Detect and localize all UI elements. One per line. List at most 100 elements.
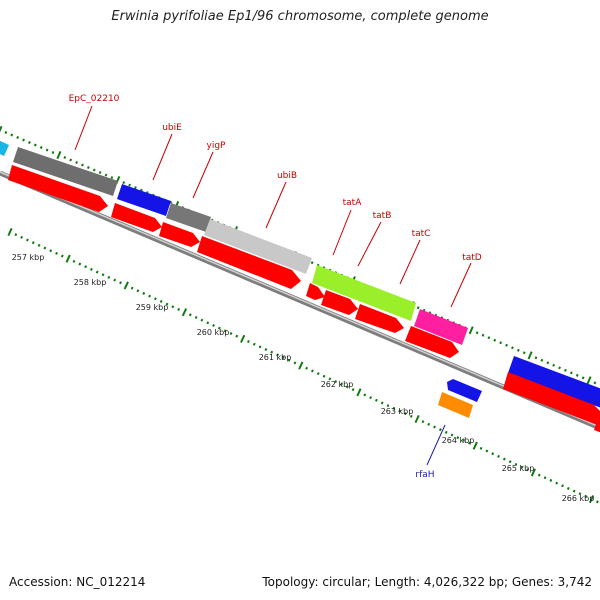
minor-tick: [223, 329, 227, 333]
major-tick: [589, 495, 595, 504]
cds-arrow[interactable]: [159, 222, 200, 247]
minor-tick: [60, 254, 64, 258]
minor-tick: [171, 305, 175, 309]
tick-label: 257 kbp: [12, 253, 45, 262]
cds-arrow[interactable]: [321, 290, 358, 315]
major-tick: [298, 361, 304, 370]
minor-tick: [55, 251, 58, 255]
cds-arrow[interactable]: [8, 165, 108, 212]
forward-features: [0, 139, 600, 409]
minor-tick: [142, 291, 146, 295]
minor-tick: [45, 148, 49, 152]
minor-tick: [572, 489, 576, 493]
major-tick: [56, 150, 62, 160]
minor-tick: [578, 492, 582, 496]
minor-tick: [43, 246, 47, 250]
feature-EpC_02210[interactable]: [13, 147, 118, 196]
minor-tick: [90, 267, 93, 271]
major-tick: [356, 388, 362, 397]
minor-tick: [113, 278, 117, 282]
tick-label: 266 kbp: [562, 494, 595, 503]
minor-tick: [14, 233, 18, 237]
gene-label: yigP: [207, 141, 227, 151]
cds-arrow[interactable]: [405, 326, 459, 358]
tick-label: 265 kbp: [502, 464, 535, 473]
cds-arrow[interactable]: [306, 283, 325, 300]
minor-tick: [63, 156, 67, 160]
minor-tick: [101, 273, 105, 277]
minor-tick: [369, 396, 372, 400]
minor-tick: [86, 166, 90, 170]
feature-right-blue[interactable]: [508, 356, 600, 409]
minor-tick: [69, 158, 73, 162]
minor-tick: [128, 183, 131, 187]
minor-tick: [505, 343, 508, 347]
minor-tick: [491, 452, 495, 456]
minor-tick: [37, 243, 41, 247]
major-tick: [181, 308, 188, 317]
cds-arrow[interactable]: [594, 418, 600, 436]
minor-tick: [409, 414, 413, 418]
minor-tick: [119, 281, 122, 285]
gene-label: ubiE: [162, 123, 182, 133]
cds-arrow[interactable]: [197, 236, 301, 289]
major-tick: [472, 441, 478, 450]
minor-tick: [92, 168, 96, 172]
reverse-features: [438, 379, 482, 418]
major-tick: [65, 254, 71, 263]
feature-reverse-blue[interactable]: [447, 379, 482, 402]
minor-tick: [107, 275, 111, 279]
minor-tick: [404, 412, 407, 416]
cds-arrow[interactable]: [355, 304, 404, 333]
minor-tick: [81, 163, 84, 167]
minor-tick: [502, 457, 506, 461]
minor-tick: [540, 358, 544, 362]
cds-arrow[interactable]: [503, 372, 600, 426]
feature-tat-cluster[interactable]: [312, 265, 416, 321]
feature-rfaH[interactable]: [438, 392, 473, 418]
minor-tick: [468, 441, 471, 445]
minor-tick: [516, 348, 520, 352]
minor-tick: [305, 366, 309, 370]
minor-tick: [493, 338, 497, 342]
minor-tick: [481, 333, 485, 337]
minor-tick: [33, 143, 37, 147]
minor-tick: [522, 351, 526, 355]
minor-tick: [20, 235, 24, 239]
feature-ubiB[interactable]: [204, 219, 312, 274]
minor-tick: [136, 289, 140, 293]
minor-tick: [31, 241, 35, 245]
feature-yigP[interactable]: [166, 203, 211, 232]
minor-tick: [235, 334, 239, 338]
minor-tick: [575, 373, 579, 377]
minor-tick: [569, 371, 573, 375]
minor-tick: [130, 286, 134, 290]
major-tick: [530, 468, 537, 477]
major-tick: [240, 334, 246, 343]
minor-tick: [555, 481, 559, 485]
minor-tick: [511, 346, 514, 350]
minor-tick: [258, 345, 262, 349]
feature-ubiE[interactable]: [117, 184, 171, 216]
minor-tick: [549, 478, 553, 482]
minor-tick: [380, 401, 384, 405]
minor-tick: [345, 385, 349, 389]
minor-tick: [104, 173, 108, 177]
minor-tick: [487, 336, 491, 340]
minor-tick: [316, 372, 320, 376]
minor-tick: [427, 422, 431, 426]
minor-tick: [475, 331, 479, 335]
feature-left-edge[interactable]: [0, 139, 9, 156]
minor-tick: [456, 436, 460, 440]
minor-tick: [95, 270, 99, 274]
minor-tick: [552, 363, 556, 367]
cds-arrow[interactable]: [111, 203, 162, 232]
minor-tick: [497, 454, 500, 458]
feature-tatD[interactable]: [414, 309, 468, 345]
topology-text: Topology: circular; Length: 4,026,322 bp…: [262, 575, 592, 589]
minor-tick: [340, 382, 343, 386]
minor-tick: [247, 340, 250, 344]
minor-tick: [558, 366, 561, 370]
major-tick: [123, 281, 129, 290]
